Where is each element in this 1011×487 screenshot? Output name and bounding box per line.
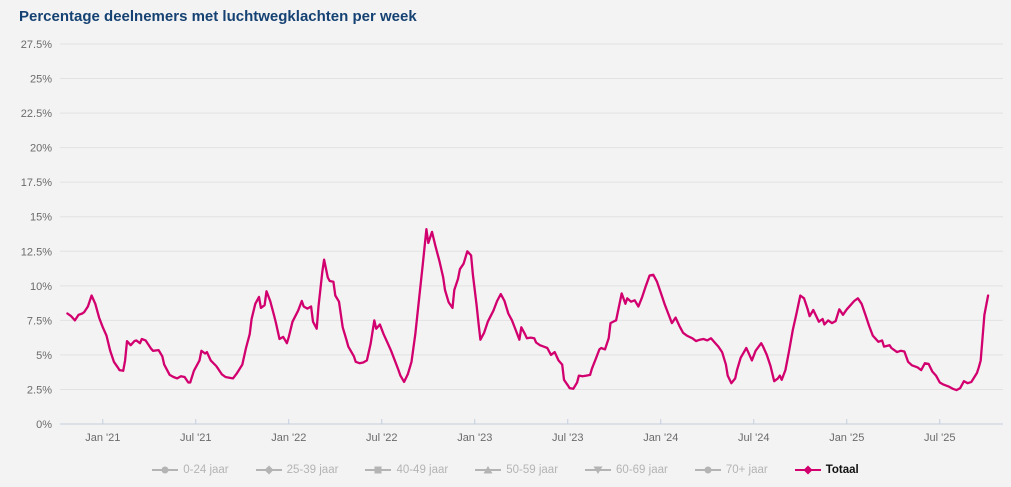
y-tick-label: 22.5% bbox=[21, 108, 52, 120]
diamond-legend-marker-icon bbox=[255, 465, 282, 475]
circle-legend-marker-icon bbox=[694, 466, 721, 474]
legend-item-label: 50-59 jaar bbox=[506, 464, 559, 476]
y-tick-label: 0% bbox=[36, 419, 52, 431]
legend-item-50-59-jaar[interactable]: 50-59 jaar bbox=[475, 464, 558, 476]
x-tick-label: Jan '21 bbox=[85, 432, 120, 444]
grid-lines bbox=[60, 43, 1003, 425]
y-tick-label: 15% bbox=[30, 212, 52, 224]
chart-title: Percentage deelnemers met luchtwegklacht… bbox=[19, 8, 417, 25]
x-tick-label: Jul '21 bbox=[180, 432, 211, 444]
legend-item-40-49-jaar[interactable]: 40-49 jaar bbox=[365, 464, 448, 476]
square-legend-marker-icon bbox=[365, 466, 392, 474]
chart-plot-area: 0% 2.5% 5% 7.5% 10% 12.5% 15% 17.5% 20% 22.5% 25% 2… bbox=[21, 39, 1003, 444]
x-tick-label: Jul '25 bbox=[924, 432, 955, 444]
y-tick-label: 12.5% bbox=[21, 246, 52, 258]
legend-item-label: Totaal bbox=[825, 464, 859, 476]
legend-item-60-69-jaar[interactable]: 60-69 jaar bbox=[585, 464, 668, 476]
circle-legend-marker-icon bbox=[152, 466, 179, 474]
legend-item-0-24-jaar[interactable]: 0-24 jaar bbox=[152, 464, 229, 476]
y-tick-label: 10% bbox=[30, 281, 52, 293]
y-tick-label: 27.5% bbox=[21, 39, 52, 51]
x-axis: Jan '21 Jul '21 Jan '22 Jul '22 Jan '23 Jul '… bbox=[60, 419, 1003, 444]
triangle-down-legend-marker-icon bbox=[585, 466, 612, 474]
legend-item-totaal[interactable]: Totaal bbox=[794, 464, 859, 476]
y-tick-label: 17.5% bbox=[21, 177, 52, 189]
legend-item-label: 0-24 jaar bbox=[183, 464, 229, 476]
y-tick-label: 25% bbox=[30, 74, 52, 86]
x-tick-label: Jul '24 bbox=[738, 432, 769, 444]
legend-item-25-39-jaar[interactable]: 25-39 jaar bbox=[255, 464, 339, 476]
y-tick-label: 2.5% bbox=[27, 384, 52, 396]
legend-item-label: 60-69 jaar bbox=[616, 464, 668, 476]
x-tick-label: Jan '23 bbox=[457, 432, 492, 444]
chart-legend: 0-24 jaar 25-39 jaar 40-49 jaar 50-59 jaar 6… bbox=[0, 458, 1011, 482]
x-tick-label: Jul '22 bbox=[366, 432, 397, 444]
x-tick-label: Jul '23 bbox=[552, 432, 583, 444]
y-tick-label: 5% bbox=[36, 350, 52, 362]
y-axis: 0% 2.5% 5% 7.5% 10% 12.5% 15% 17.5% 20% 22.5% 25% 2… bbox=[21, 39, 52, 431]
legend-item-label: 40-49 jaar bbox=[396, 464, 449, 476]
legend-item-label: 70+ jaar bbox=[725, 464, 768, 476]
y-tick-label: 20% bbox=[30, 143, 52, 155]
x-tick-label: Jan '25 bbox=[829, 432, 864, 444]
x-tick-label: Jan '24 bbox=[643, 432, 678, 444]
y-tick-label: 7.5% bbox=[27, 315, 52, 327]
legend-item-label: 25-39 jaar bbox=[286, 464, 339, 476]
x-tick-label: Jan '22 bbox=[271, 432, 306, 444]
diamond-legend-marker-icon bbox=[794, 465, 821, 475]
legend-item-70plus-jaar[interactable]: 70+ jaar bbox=[694, 464, 768, 476]
triangle-legend-marker-icon bbox=[475, 466, 502, 474]
totaal-series-line bbox=[66, 228, 990, 392]
